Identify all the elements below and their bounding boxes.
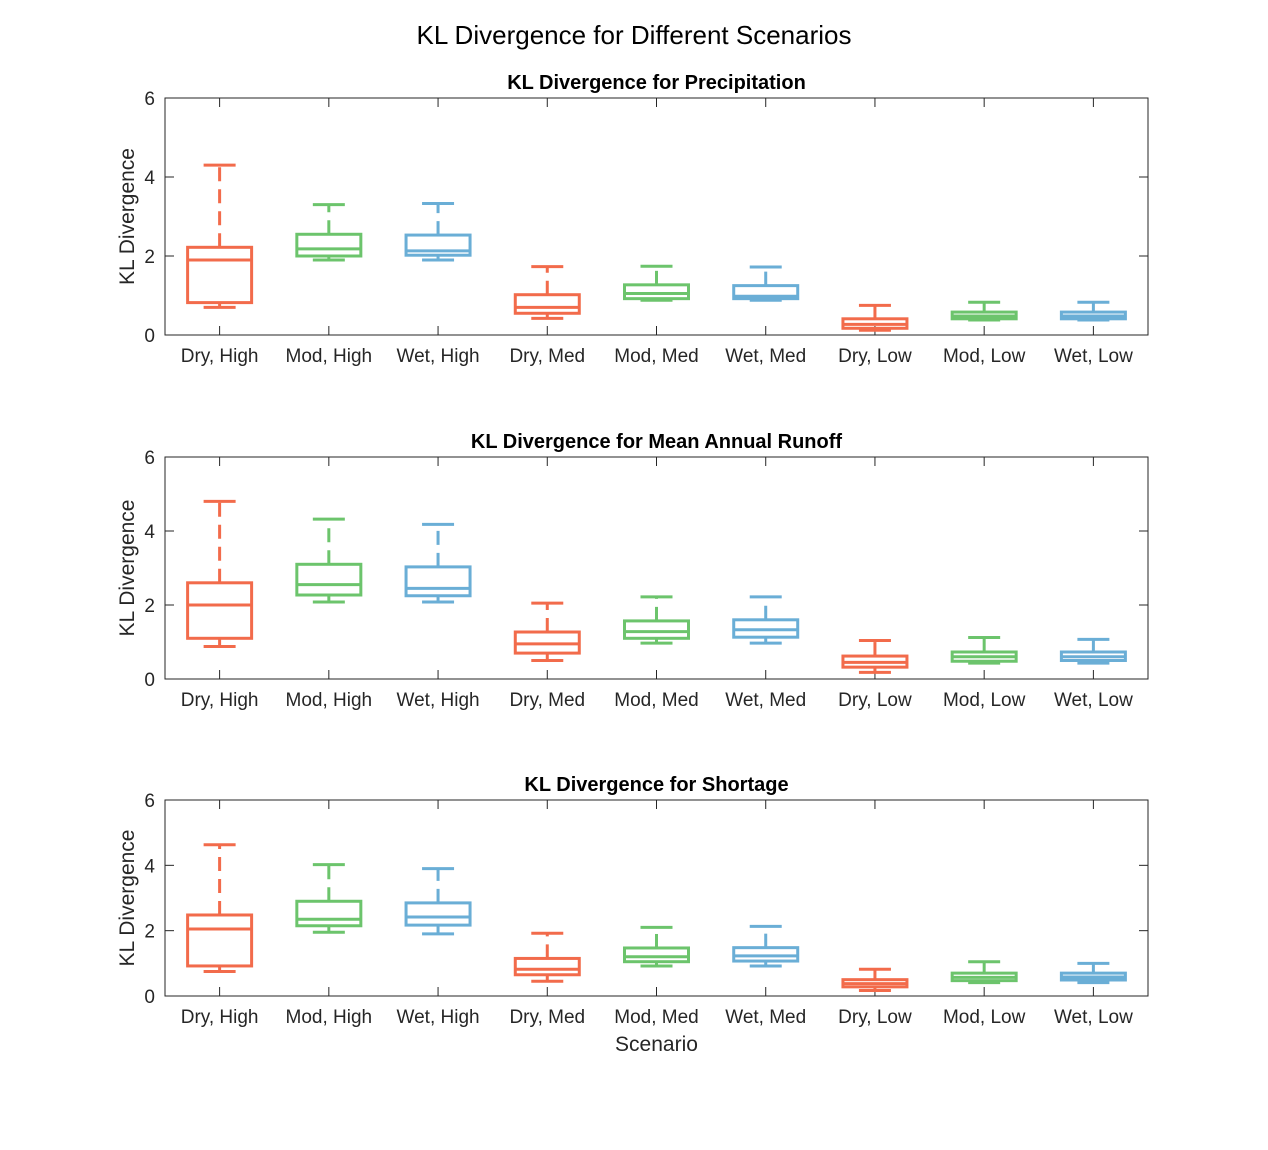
iqr-box <box>513 293 581 315</box>
iqr-box <box>295 232 363 258</box>
iqr-box <box>404 901 472 927</box>
subplot-title: KL Divergence for Mean Annual Runoff <box>471 431 842 453</box>
box-6 <box>732 595 800 645</box>
x-tick-label: Dry, High <box>181 1007 259 1028</box>
subplot-3: 0 2 4 6 Dry, High Mod, High Wet, High Dry, Med M… <box>116 774 1149 1056</box>
x-tick-label: Mod, Med <box>614 346 698 367</box>
box-3 <box>404 867 472 936</box>
y-tick-label: 0 <box>144 670 155 691</box>
box-4 <box>513 931 581 983</box>
subplot-title: KL Divergence for Shortage <box>524 774 788 796</box>
box-5 <box>623 595 690 645</box>
axes-box <box>164 97 1149 336</box>
x-tick-label: Wet, High <box>397 346 480 367</box>
box-2 <box>295 203 363 262</box>
axes-box <box>164 456 1149 680</box>
box-3 <box>404 522 472 604</box>
x-tick-label: Wet, Low <box>1054 346 1133 367</box>
y-tick-label: 2 <box>144 922 155 943</box>
x-tick-label: Dry, High <box>181 346 259 367</box>
box-5 <box>623 264 690 302</box>
y-axis-label: KL Divergence <box>116 148 139 285</box>
x-tick-label: Mod, High <box>286 1007 373 1028</box>
y-tick-label: 6 <box>144 89 155 110</box>
x-tick-label: Wet, Med <box>725 690 806 711</box>
iqr-box <box>186 245 254 305</box>
x-tick-label: Dry, Med <box>509 346 585 367</box>
x-tick-label: Mod, Low <box>943 346 1026 367</box>
x-tick-label: Dry, Low <box>838 1007 912 1028</box>
y-tick-label: 4 <box>144 856 155 877</box>
x-tick-label: Wet, Med <box>725 346 806 367</box>
box-7 <box>841 967 909 992</box>
x-tick-label: Wet, High <box>397 690 480 711</box>
box-6 <box>732 265 800 302</box>
x-tick-label: Mod, Med <box>614 690 698 711</box>
box-2 <box>295 863 363 934</box>
x-tick-label: Mod, Med <box>614 1007 698 1028</box>
y-tick-label: 6 <box>144 791 155 812</box>
iqr-box <box>295 899 363 928</box>
x-tick-label: Wet, Low <box>1054 1007 1133 1028</box>
iqr-box <box>186 581 254 640</box>
box-9 <box>1059 637 1127 665</box>
y-tick-label: 4 <box>144 168 155 189</box>
x-tick-label: Wet, High <box>397 1007 480 1028</box>
x-tick-label: Dry, Med <box>509 1007 585 1028</box>
x-tick-label: Wet, Low <box>1054 690 1133 711</box>
x-tick-label: Dry, Low <box>838 690 912 711</box>
iqr-box <box>404 565 472 598</box>
y-tick-label: 0 <box>144 326 155 347</box>
x-tick-label: Dry, Low <box>838 346 912 367</box>
x-tick-label: Mod, Low <box>943 690 1026 711</box>
iqr-box <box>623 619 690 640</box>
box-4 <box>513 601 581 662</box>
box-1 <box>186 163 254 309</box>
y-tick-label: 2 <box>144 247 155 268</box>
iqr-box <box>513 956 581 977</box>
iqr-box <box>295 562 363 597</box>
box-4 <box>513 265 581 320</box>
box-5 <box>623 925 690 968</box>
y-axis-label: KL Divergence <box>116 830 139 967</box>
iqr-box <box>404 233 472 257</box>
box-1 <box>186 843 254 973</box>
box-9 <box>1059 300 1127 322</box>
y-axis-label: KL Divergence <box>116 500 139 637</box>
box-8 <box>950 960 1018 985</box>
y-tick-label: 6 <box>144 448 155 469</box>
x-tick-label: Wet, Med <box>725 1007 806 1028</box>
subplot-1: 0 2 4 6 Dry, High Mod, High Wet, High Dry, Med M… <box>116 72 1149 367</box>
iqr-box <box>732 284 800 301</box>
subplot-2: 0 2 4 6 Dry, High Mod, High Wet, High Dry, Med M… <box>116 431 1149 711</box>
iqr-box <box>623 283 690 301</box>
subplot-title: KL Divergence for Precipitation <box>507 72 806 94</box>
y-tick-label: 2 <box>144 596 155 617</box>
box-9 <box>1059 961 1127 985</box>
y-tick-label: 0 <box>144 987 155 1008</box>
box-2 <box>295 517 363 604</box>
x-tick-label: Dry, Med <box>509 690 585 711</box>
box-3 <box>404 201 472 262</box>
box-7 <box>841 639 909 674</box>
box-8 <box>950 636 1018 665</box>
x-tick-label: Dry, High <box>181 690 259 711</box>
iqr-box <box>186 913 254 968</box>
x-axis-label: Scenario <box>615 1033 698 1056</box>
x-tick-label: Mod, High <box>286 690 373 711</box>
iqr-box <box>623 946 690 964</box>
x-tick-label: Mod, Low <box>943 1007 1026 1028</box>
box-6 <box>732 924 800 968</box>
x-tick-label: Mod, High <box>286 346 373 367</box>
box-1 <box>186 499 254 648</box>
box-8 <box>950 300 1018 322</box>
figure-title: KL Divergence for Different Scenarios <box>416 20 852 50</box>
box-7 <box>841 303 909 332</box>
y-tick-label: 4 <box>144 522 155 543</box>
